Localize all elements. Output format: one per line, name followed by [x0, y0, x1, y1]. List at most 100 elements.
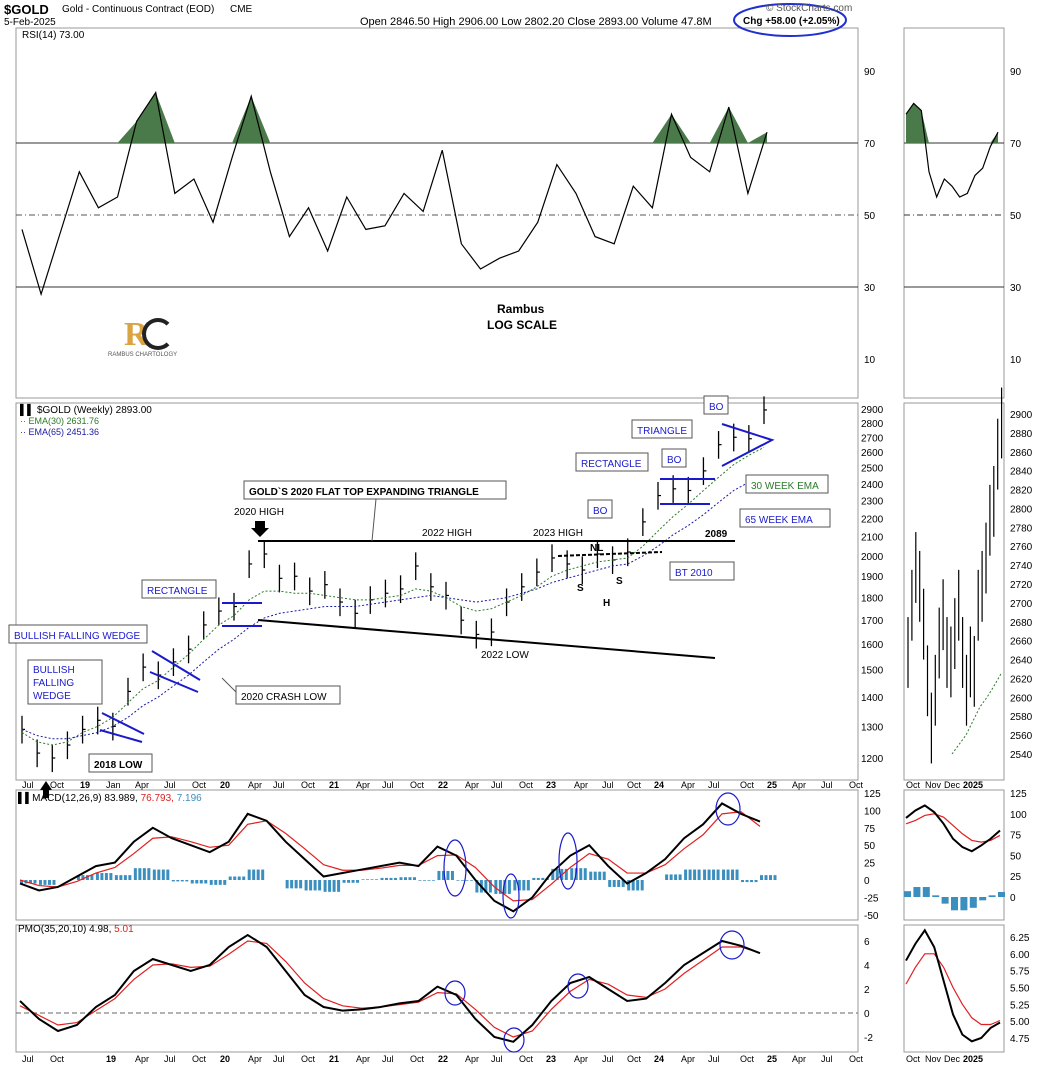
macd-daily-hist-bar: [922, 887, 930, 897]
macd-histogram-bar: [716, 869, 720, 880]
macd-histogram-bar: [503, 880, 507, 894]
rsi-tick-label: 90: [864, 67, 876, 78]
macd-histogram-bar: [403, 877, 407, 880]
macd-histogram-bar: [494, 880, 498, 894]
pmo-daily-line: [905, 928, 1001, 1043]
macd-histogram-bar: [754, 880, 758, 883]
low-2018-label: 2018 LOW: [94, 760, 143, 771]
macd-histogram-bar: [366, 879, 370, 880]
macd-histogram-bar: [20, 880, 23, 884]
macd-daily-hist-bar: [941, 897, 949, 904]
daily-macd-frame: [903, 789, 1005, 921]
weekly-macd-frame: [15, 789, 859, 921]
macd-histogram-bar: [347, 880, 351, 883]
macd-histogram-bar: [431, 880, 435, 881]
daily-price-tick-label: 2540: [1010, 750, 1033, 761]
daily-x-axis-label: Nov: [925, 1054, 942, 1064]
head-label: H: [603, 598, 610, 609]
chg-highlight-oval: [733, 3, 847, 37]
wedge1-top: [101, 712, 145, 735]
macd-histogram-bar: [669, 874, 673, 880]
macd-histogram-bar: [375, 879, 379, 880]
macd-histogram-bar: [109, 873, 113, 880]
shoulder-left-label: S: [577, 583, 584, 594]
macd-histogram-bar: [394, 877, 398, 880]
macd-circle: [715, 792, 741, 826]
x-axis-label-bottom: 21: [329, 1054, 339, 1064]
bo-label-2: BO: [667, 455, 682, 466]
macd-histogram-bar: [517, 880, 521, 891]
bo-label-3-box: [703, 395, 729, 415]
macd-histogram-bar: [161, 869, 165, 880]
macd-histogram-bar: [157, 869, 161, 880]
symbol-title: $GOLD: [4, 2, 49, 17]
macd-histogram-bar: [773, 875, 777, 880]
price-tick-label: 1500: [861, 666, 884, 677]
price-tick-label: 1200: [861, 754, 884, 765]
macd-histogram-bar: [52, 880, 56, 885]
macd-daily-line: [905, 804, 1001, 853]
macd-tick-label: 50: [864, 841, 876, 852]
pmo-daily-tick-label: 5.25: [1010, 1000, 1030, 1011]
rsi-tick-label: 50: [864, 211, 876, 222]
wedge1-label-line1: BULLISH: [33, 665, 75, 676]
ema30-legend: ·· EMA(30) 2631.76: [20, 416, 99, 426]
macd-histogram-bar: [460, 880, 464, 881]
pmo-circle: [719, 930, 745, 960]
macd-histogram-bar: [437, 870, 441, 880]
x-axis-label-bottom: Jul: [22, 1054, 34, 1064]
macd-histogram-bar: [190, 880, 194, 884]
macd-histogram-bar: [290, 880, 294, 889]
rsi-daily-tick-label: 90: [1010, 67, 1022, 78]
x-axis-label-bottom: Apr: [681, 1054, 695, 1064]
credit-label[interactable]: © StockCharts.com: [766, 3, 853, 14]
pmo-tick-label: -2: [864, 1033, 873, 1044]
macd-histogram-bar: [593, 871, 597, 880]
macd-histogram-bar: [142, 868, 146, 880]
macd-histogram-bar: [764, 875, 768, 880]
rambus-title: Rambus: [497, 302, 545, 316]
macd-histogram-bar: [214, 880, 218, 885]
macd-circle: [443, 839, 467, 897]
macd-histogram-bar: [598, 871, 602, 880]
macd-histogram-bar: [408, 877, 412, 880]
macd-histogram-bar: [555, 868, 559, 880]
rsi-daily-fill: [906, 103, 998, 143]
price-tick-label: 2200: [861, 514, 884, 525]
price-panel: ▌▌ $GOLD (Weekly) 2893.00·· EMA(30) 2631…: [20, 396, 767, 773]
macd-histogram-bar: [551, 868, 555, 880]
macd-histogram-bar: [526, 880, 530, 891]
macd-histogram-bar: [536, 877, 540, 880]
neckline: [557, 551, 663, 557]
macd-histogram-bar: [323, 880, 327, 892]
pmo-daily-signal: [905, 953, 1001, 1026]
macd-histogram-bar: [33, 880, 37, 884]
macd-histogram-bar: [95, 873, 99, 880]
triangle-pattern: [721, 423, 775, 467]
macd-histogram-bar: [688, 869, 692, 880]
bullish-wedge-label-box: [8, 624, 148, 644]
pmo-daily-tick-label: 5.00: [1010, 1017, 1030, 1028]
macd-histogram-bar: [456, 880, 460, 881]
macd-daily-signal: [905, 813, 1001, 843]
macd-histogram-bar: [389, 877, 393, 880]
date-label: 5-Feb-2025: [4, 17, 56, 28]
rambus-logo: R: [124, 316, 174, 356]
logo-letter-c: [142, 318, 174, 350]
x-axis-label-bottom: 23: [546, 1054, 556, 1064]
x-axis-label: Jul: [821, 780, 833, 790]
macd-histogram-bar: [351, 880, 355, 883]
symbol-name: Gold - Continuous Contract (EOD): [62, 4, 215, 15]
macd-daily-hist-bar: [904, 891, 911, 897]
macd-histogram-bar: [465, 880, 469, 881]
macd-histogram-bar: [678, 874, 682, 880]
macd-tick-label: 100: [864, 806, 881, 817]
x-axis-label-bottom: 20: [220, 1054, 230, 1064]
price-tick-label: 1800: [861, 594, 884, 605]
ema65-line: [21, 475, 765, 740]
daily-x-axis-label: Oct: [906, 780, 921, 790]
flat-top-label: GOLD`S 2020 FLAT TOP EXPANDING TRIANGLE: [249, 487, 479, 498]
macd-histogram-bar: [128, 875, 132, 880]
daily-x-axis-label: Oct: [906, 1054, 921, 1064]
